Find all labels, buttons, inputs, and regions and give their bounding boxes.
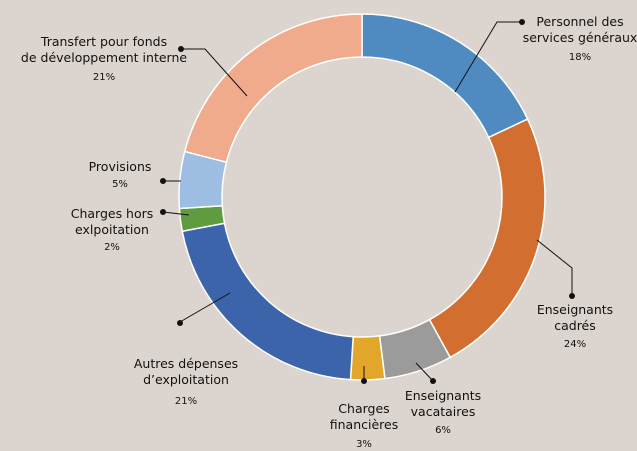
donut-segment: [349, 335, 386, 381]
leader-dot: [177, 320, 183, 326]
leader-line: [415, 362, 434, 382]
value-label: 18%: [568, 52, 592, 63]
category-label: Provisions: [88, 159, 152, 174]
value-label: 21%: [92, 72, 116, 83]
leader-dot: [160, 178, 166, 184]
leader-line: [181, 48, 248, 97]
leader-dot: [519, 19, 525, 25]
value-label: 5%: [112, 179, 128, 190]
leader-line: [536, 239, 573, 296]
category-label: Charges hors exlpoitation: [70, 206, 154, 237]
leader-dot: [160, 209, 166, 215]
leader-dot: [178, 46, 184, 52]
category-label: Enseignants cadrés: [536, 302, 614, 333]
value-label: 24%: [563, 339, 587, 350]
leader-line: [162, 211, 190, 216]
category-label: Transfert pour fonds de développement in…: [20, 34, 188, 65]
leader-dot: [569, 293, 575, 299]
value-label: 21%: [174, 396, 198, 407]
leader-line: [454, 21, 522, 93]
category-label: Charges financières: [329, 401, 399, 432]
value-label: 6%: [435, 425, 451, 436]
donut-segment: [183, 13, 363, 164]
leader-dot: [361, 378, 367, 384]
value-label: 3%: [356, 439, 372, 450]
leader-dot: [430, 378, 436, 384]
category-label: Enseignants vacataires: [404, 388, 482, 419]
donut-segment: [428, 118, 546, 359]
donut-segment: [361, 13, 529, 139]
category-label: Autres dépenses d’exploitation: [133, 356, 239, 387]
category-label: Personnel des services généraux: [522, 14, 637, 45]
value-label: 2%: [104, 242, 120, 253]
